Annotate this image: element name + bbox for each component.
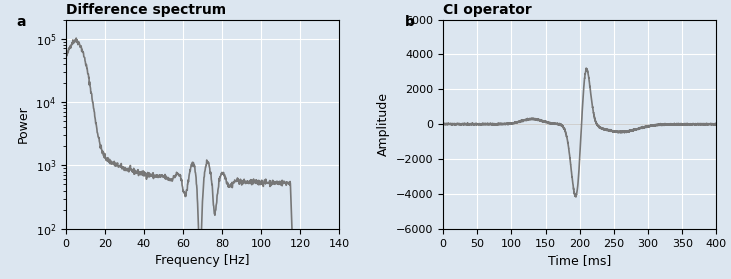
Text: CI operator: CI operator (443, 3, 531, 17)
X-axis label: Time [ms]: Time [ms] (548, 254, 611, 267)
Y-axis label: Power: Power (17, 105, 30, 143)
Y-axis label: Amplitude: Amplitude (377, 92, 390, 156)
Text: Difference spectrum: Difference spectrum (66, 3, 226, 17)
Text: a: a (17, 15, 26, 29)
X-axis label: Frequency [Hz]: Frequency [Hz] (155, 254, 250, 267)
Text: b: b (405, 15, 414, 29)
